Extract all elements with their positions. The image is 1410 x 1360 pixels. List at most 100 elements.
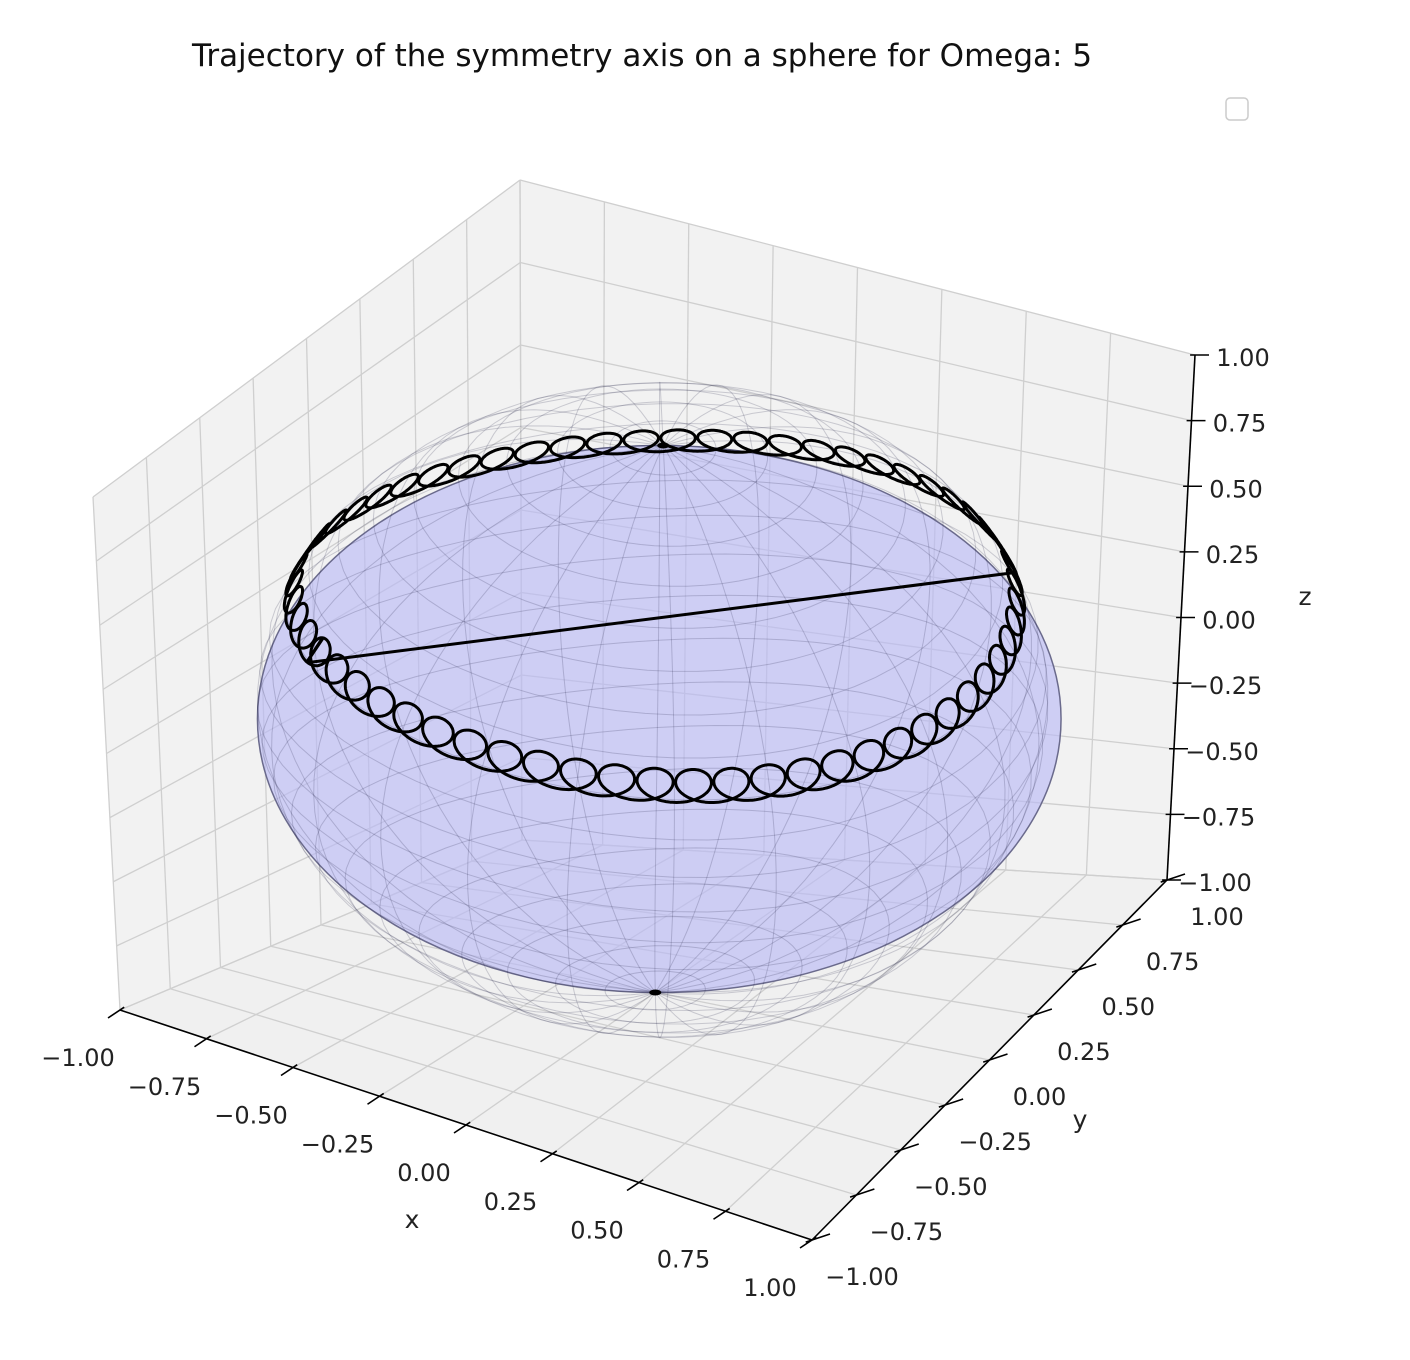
sphere-longitude-line bbox=[655, 445, 1006, 1002]
sphere-latitude-line bbox=[314, 724, 991, 1012]
sphere-latitude-line bbox=[457, 382, 864, 587]
y-tick-mark bbox=[938, 1098, 964, 1108]
sphere-longitude-line bbox=[654, 384, 760, 993]
sphere-latitude-line bbox=[379, 808, 929, 1034]
floor-gridline-x bbox=[638, 869, 1007, 1183]
trajectory-line-back bbox=[282, 428, 1018, 664]
sphere-longitude-line bbox=[313, 425, 664, 993]
floor-gridline-x bbox=[725, 874, 1087, 1212]
sphere-longitude-line bbox=[655, 440, 1032, 993]
y-tick-mark bbox=[1027, 1008, 1053, 1018]
x-tick-mark bbox=[280, 1064, 298, 1077]
z-tick-label: −0.25 bbox=[1189, 672, 1263, 700]
left-gridline-z bbox=[96, 261, 521, 562]
z-tick-label: 0.75 bbox=[1213, 410, 1266, 438]
sphere-latitude-line bbox=[506, 916, 803, 1033]
left-gridline-z bbox=[102, 426, 522, 690]
back-gridline-z bbox=[520, 344, 1189, 487]
sphere-longitude-line bbox=[557, 385, 664, 993]
y-axis-label: y bbox=[1073, 1105, 1088, 1134]
y-tick-mark bbox=[1071, 963, 1097, 973]
back-gridline-z bbox=[519, 179, 1196, 356]
sphere-longitude-line bbox=[654, 445, 777, 1036]
south-pole-marker bbox=[649, 989, 662, 996]
sphere-latitude-line bbox=[418, 847, 890, 1038]
sphere-longitude-line bbox=[380, 445, 664, 1014]
back-gridline-x bbox=[1085, 333, 1112, 876]
y-tick-label: 0.50 bbox=[1102, 993, 1155, 1021]
sphere-longitude-line bbox=[378, 409, 664, 993]
sphere-latitude-line bbox=[259, 514, 1047, 879]
y-tick-mark bbox=[894, 1143, 920, 1153]
y-tick-mark bbox=[982, 1053, 1008, 1063]
sphere-longitude-line bbox=[655, 445, 949, 1013]
y-tick-mark bbox=[849, 1188, 875, 1198]
y-tick-label: −0.25 bbox=[958, 1128, 1032, 1156]
sphere-latitude-line bbox=[554, 945, 756, 1024]
z-tick-label: 1.00 bbox=[1216, 344, 1269, 372]
sphere-longitude-line bbox=[466, 445, 664, 1025]
trajectory-series bbox=[282, 428, 1027, 804]
y-tick-label: −0.50 bbox=[914, 1173, 988, 1201]
sphere-latitude-line bbox=[308, 422, 1003, 759]
sphere-longitude-line bbox=[655, 445, 1049, 993]
sphere-latitude-line bbox=[461, 883, 848, 1038]
y-tick-label: 0.00 bbox=[1013, 1083, 1066, 1111]
sphere-latitude-line bbox=[268, 479, 1039, 841]
y-tick-label: 0.75 bbox=[1146, 948, 1199, 976]
sphere-latitude-line bbox=[604, 970, 706, 1011]
trajectory-line-front bbox=[306, 549, 1027, 804]
y-tick-label: −0.75 bbox=[870, 1218, 944, 1246]
sphere-longitude-line bbox=[313, 445, 664, 1004]
sphere-longitude-line bbox=[655, 445, 871, 1026]
sphere-latitude-line bbox=[344, 767, 962, 1025]
x-tick-label: −0.25 bbox=[301, 1130, 375, 1158]
x-tick-mark bbox=[194, 1035, 212, 1048]
sphere-longitude-line bbox=[654, 394, 852, 993]
x-tick-label: −0.50 bbox=[214, 1102, 288, 1130]
legend-box bbox=[1225, 97, 1249, 121]
sphere-latitude-line bbox=[506, 388, 818, 547]
x-tick-mark bbox=[453, 1121, 471, 1134]
sphere-latitude-line bbox=[413, 382, 906, 629]
z-tick-label: −0.50 bbox=[1185, 738, 1259, 766]
axes-ticks: −1.00 −1.00 −1.00 −0.75 −0.75 −0.75 −0.50 −0.50… bbox=[41, 344, 1269, 1302]
sphere-longitude-line bbox=[655, 445, 1040, 995]
sphere-longitude-line bbox=[655, 426, 992, 993]
sphere-latitude-line bbox=[557, 401, 769, 510]
left-gridline-z bbox=[92, 179, 521, 498]
sphere-longitude-line bbox=[654, 381, 664, 993]
sphere-latitude-line bbox=[290, 681, 1015, 993]
x-tick-mark bbox=[540, 1150, 558, 1163]
z-tick-label: 0.25 bbox=[1206, 541, 1259, 569]
sphere-latitude-line bbox=[337, 403, 977, 716]
sphere-latitude-line bbox=[256, 553, 1049, 913]
back-gridline-z bbox=[520, 261, 1192, 422]
sphere-longitude-line bbox=[566, 445, 664, 1034]
x-axis-label: x bbox=[405, 1205, 420, 1234]
y-tick-label: 0.25 bbox=[1057, 1038, 1110, 1066]
sphere-latitude-line bbox=[261, 594, 1044, 944]
z-tick-label: 0.50 bbox=[1209, 475, 1262, 503]
x-tick-mark bbox=[626, 1179, 644, 1192]
y-tick-label: 1.00 bbox=[1190, 903, 1243, 931]
x-tick-mark bbox=[367, 1092, 385, 1105]
x-tick-label: 0.00 bbox=[397, 1159, 450, 1187]
x-tick-mark bbox=[799, 1236, 817, 1249]
y-tick-mark bbox=[1116, 918, 1141, 928]
y-tick-label: −1.00 bbox=[825, 1263, 899, 1291]
floor-pane bbox=[120, 840, 1167, 1240]
sphere-longitude-line bbox=[654, 445, 675, 1039]
sphere-longitude-line bbox=[462, 394, 664, 993]
x-tick-mark bbox=[713, 1207, 731, 1220]
x-tick-label: 0.25 bbox=[484, 1188, 537, 1216]
z-tick-label: −1.00 bbox=[1178, 869, 1252, 897]
x-tick-label: 1.00 bbox=[743, 1274, 796, 1302]
z-tick-label: −0.75 bbox=[1182, 803, 1256, 831]
y-tick-mark bbox=[1160, 873, 1186, 883]
chart-title: Trajectory of the symmetry axis on a sph… bbox=[191, 38, 1092, 74]
x-tick-label: −1.00 bbox=[41, 1044, 115, 1072]
sphere-longitude-line bbox=[271, 445, 664, 997]
z-tick-label: 0.00 bbox=[1202, 607, 1255, 635]
